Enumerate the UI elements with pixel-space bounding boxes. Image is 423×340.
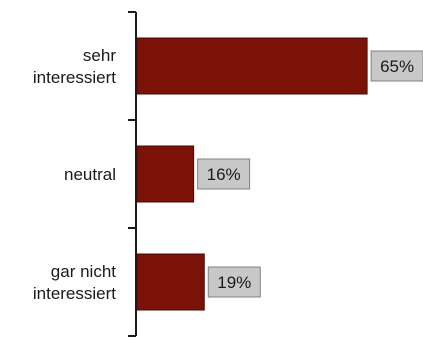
bar (136, 253, 205, 311)
data-label-box (370, 50, 423, 82)
bar (136, 145, 195, 203)
data-label: 16% (207, 165, 241, 184)
data-label-box (207, 266, 261, 298)
category-label-line: sehr (83, 46, 116, 65)
category-label-line: neutral (64, 165, 116, 184)
category-label: sehr interessiert (33, 46, 116, 87)
category-label-line: gar nicht (51, 262, 116, 281)
category-label: gar nicht interessiert (33, 262, 116, 303)
data-label-box (197, 158, 251, 190)
data-label: 19% (217, 273, 251, 292)
data-label: 65% (380, 57, 414, 76)
bar (136, 37, 368, 95)
category-label-line: interessiert (33, 68, 116, 87)
category-label-line: interessiert (33, 284, 116, 303)
category-label: neutral (64, 165, 116, 184)
